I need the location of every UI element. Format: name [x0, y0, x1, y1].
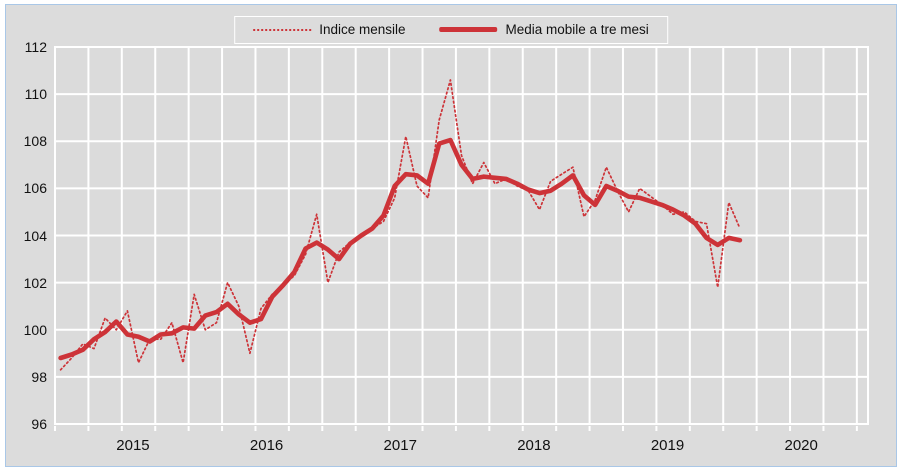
y-axis-label: 100: [23, 321, 47, 338]
x-axis-year-label: 2015: [116, 437, 150, 454]
y-axis-label: 112: [24, 39, 47, 55]
y-axis-label: 108: [23, 133, 47, 150]
legend: Indice mensile Media mobile a tre mesi: [234, 16, 668, 44]
y-axis-label: 96: [31, 416, 47, 432]
legend-label-moving-average: Media mobile a tre mesi: [505, 22, 649, 37]
y-axis-label: 104: [23, 227, 47, 244]
x-axis-year-label: 2020: [784, 437, 818, 454]
x-axis-year-label: 2016: [249, 437, 284, 454]
x-axis-year-label: 2017: [383, 437, 417, 454]
legend-label-monthly-index: Indice mensile: [319, 22, 406, 37]
plot-area: [54, 46, 869, 431]
y-axis-label: 110: [24, 86, 47, 103]
legend-item-monthly-index: Indice mensile: [253, 22, 405, 37]
plot-border: [54, 46, 869, 425]
chart-frame: Indice mensile Media mobile a tre mesi 9…: [5, 4, 897, 467]
monthly-index-line: [59, 79, 741, 371]
chart-canvas: [54, 46, 869, 431]
legend-item-moving-average: Media mobile a tre mesi: [439, 22, 649, 37]
x-axis-year-label: 2018: [517, 437, 551, 454]
y-axis-label: 102: [23, 274, 47, 291]
y-axis-label: 98: [31, 368, 47, 385]
moving-average-line: [58, 137, 743, 361]
dotted-line-swatch: [253, 28, 312, 31]
x-axis-year-label: 2019: [650, 437, 685, 454]
y-axis-label: 106: [23, 180, 47, 197]
solid-line-swatch: [439, 27, 498, 32]
